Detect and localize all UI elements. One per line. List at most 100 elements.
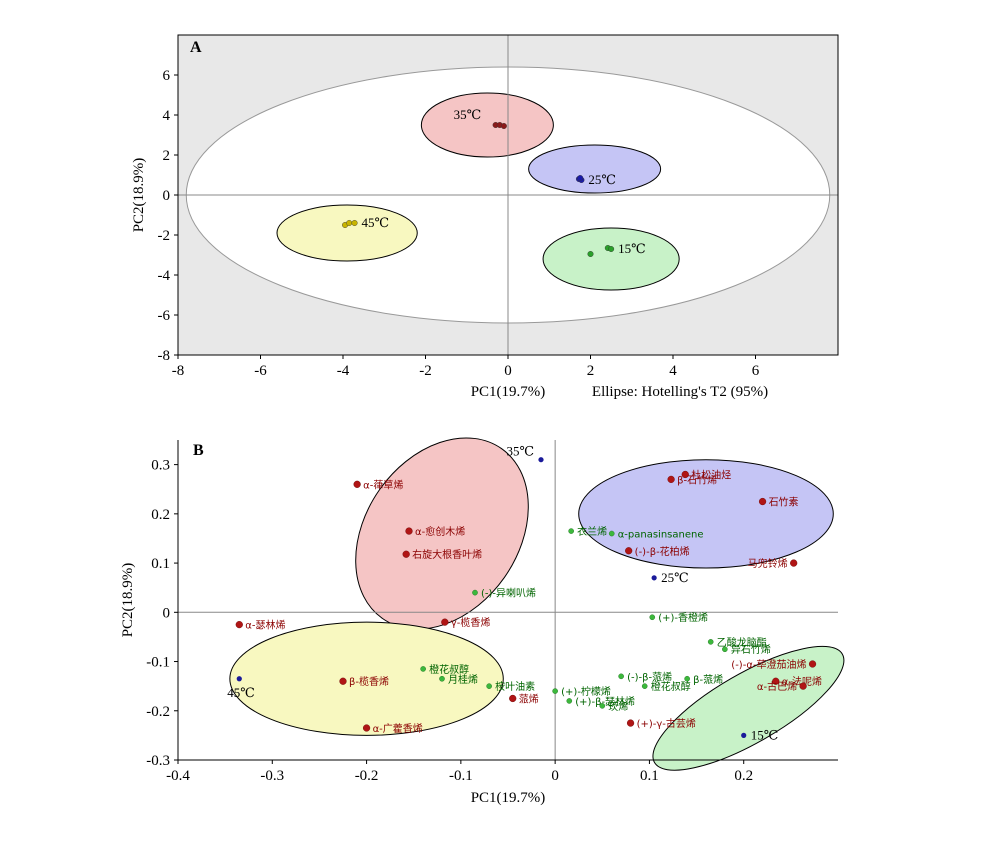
y-tick-label: 0 xyxy=(163,605,171,621)
variable-point xyxy=(353,480,361,488)
variable-label: α-葎草烯 xyxy=(363,478,403,491)
group-ellipse xyxy=(420,92,554,158)
group-labels-a: 35℃ 25℃ 45℃ 15℃ xyxy=(362,107,646,256)
x-tick-label: -6 xyxy=(254,363,267,379)
sample-point xyxy=(577,174,584,181)
variable-point xyxy=(684,675,690,682)
sample-label: 45℃ xyxy=(227,685,255,700)
variable-point xyxy=(722,646,728,653)
variable-point xyxy=(472,589,478,596)
group-label: 15℃ xyxy=(618,241,646,256)
group-ellipse xyxy=(542,227,680,291)
x-tick-label: 0.2 xyxy=(734,768,753,784)
ellipse-note: Ellipse: Hotelling's T2 (95%) xyxy=(592,384,768,400)
y-tick-label: -0.1 xyxy=(146,655,170,671)
x-tick-label: -4 xyxy=(337,363,350,379)
variable-point xyxy=(362,724,371,732)
x-axis-label-a: PC1(19.7%) xyxy=(471,384,546,400)
variable-point xyxy=(707,639,714,645)
group-ellipse xyxy=(355,437,529,630)
variable-label: α-古巴烯 xyxy=(757,680,797,693)
variable-label: β-石竹烯 xyxy=(677,473,717,486)
variable-point xyxy=(568,528,574,534)
y-ticks-a: 6 4 2 0 -2 -4 -6 -8 xyxy=(158,68,178,364)
panel-label-a: A xyxy=(190,39,202,56)
variable-label: 桉叶油素 xyxy=(495,680,535,693)
sample-label: 15℃ xyxy=(751,727,779,742)
variable-label: 乙酸龙脑酯 xyxy=(717,636,767,649)
y-tick-label: -0.2 xyxy=(146,704,170,720)
variable-point xyxy=(235,621,243,629)
variable-label: β-榄香烯 xyxy=(349,675,389,688)
group-ellipses-b xyxy=(229,437,845,771)
y-tick-label: 0.2 xyxy=(151,507,170,523)
y-tick-label: 4 xyxy=(163,108,171,124)
group-ellipses-a xyxy=(276,92,680,291)
y-tick-label: 2 xyxy=(163,148,171,164)
variable-point xyxy=(566,698,573,704)
variable-point xyxy=(808,660,817,668)
y-tick-label: 0.1 xyxy=(151,556,170,572)
panel-a: 35℃ 25℃ 45℃ 15℃ -8 -6 -4 -2 0 2 4 6 6 4 2 0 -2 -4 -6 -8 A… xyxy=(131,34,839,400)
variable-label: 右旋大根香叶烯 xyxy=(412,548,482,561)
x-ticks-b: -0.4 -0.3 -0.2 -0.1 0 0.1 0.2 xyxy=(166,760,753,784)
sample-point xyxy=(351,219,358,226)
x-tick-label: -2 xyxy=(419,363,432,379)
variable-label: 橙花叔醇 xyxy=(429,663,469,676)
variable-label: (-)-异喇叭烯 xyxy=(481,587,536,600)
variable-point xyxy=(608,530,615,537)
y-tick-label: -2 xyxy=(158,228,171,244)
x-tick-label: 2 xyxy=(587,363,595,379)
sample-point xyxy=(236,676,242,682)
group-ellipse xyxy=(229,621,504,736)
y-tick-label: -8 xyxy=(158,348,171,364)
sample-point xyxy=(538,457,544,463)
y-tick-label: 0 xyxy=(163,188,171,204)
y-tick-label: -0.3 xyxy=(146,753,170,769)
sample-point xyxy=(587,250,594,257)
x-tick-label: -0.4 xyxy=(166,768,190,784)
x-tick-label: -0.3 xyxy=(260,768,284,784)
variable-label: α-panasinsanene xyxy=(618,530,704,541)
variable-point xyxy=(402,550,410,558)
variable-point xyxy=(649,614,656,621)
variable-label: 蒎烯 xyxy=(519,692,539,705)
y-tick-label: 6 xyxy=(163,68,171,84)
variable-point xyxy=(641,683,648,689)
x-axis-label-b: PC1(19.7%) xyxy=(471,790,546,806)
variable-label: (+)-香橙烯 xyxy=(658,611,708,624)
variable-point xyxy=(441,618,449,626)
sample-points-a xyxy=(342,121,615,257)
variable-label: (-)-β-花柏烯 xyxy=(635,545,690,558)
x-tick-label: 4 xyxy=(669,363,677,379)
x-tick-label: 0.1 xyxy=(640,768,659,784)
y-axis-label-b: PC2(18.9%) xyxy=(120,563,136,638)
variable-label: α-愈创木烯 xyxy=(415,525,465,538)
y-tick-label: -6 xyxy=(158,308,171,324)
sample-point xyxy=(500,122,507,129)
variable-label: α-广藿香烯 xyxy=(373,722,423,735)
variable-label: (+)-γ-古芸烯 xyxy=(637,717,696,730)
variable-label: (-)-α-荜澄茄油烯 xyxy=(731,658,806,671)
group-label: 35℃ xyxy=(454,107,482,122)
variable-point xyxy=(790,559,798,567)
variable-point xyxy=(625,547,633,555)
x-tick-label: -0.2 xyxy=(355,768,379,784)
group-label: 45℃ xyxy=(362,215,390,230)
x-tick-label: 0 xyxy=(551,768,559,784)
sample-point xyxy=(741,732,747,738)
variable-label: α-瑟林烯 xyxy=(245,619,285,632)
variable-label: β-蒎烯 xyxy=(693,673,723,686)
y-axis-label-a: PC2(18.9%) xyxy=(131,158,147,233)
variable-label: (+)-柠檬烯 xyxy=(561,685,611,698)
variable-label: 马兜铃烯 xyxy=(748,557,788,570)
x-ticks-a: -8 -6 -4 -2 0 2 4 6 xyxy=(172,355,760,379)
variable-point xyxy=(626,719,635,727)
group-ellipse xyxy=(578,459,834,569)
variable-label: (+)-β-瑟林烯 xyxy=(575,695,635,708)
y-tick-label: -4 xyxy=(158,268,171,284)
variable-point xyxy=(439,675,445,682)
variable-point xyxy=(420,666,426,672)
